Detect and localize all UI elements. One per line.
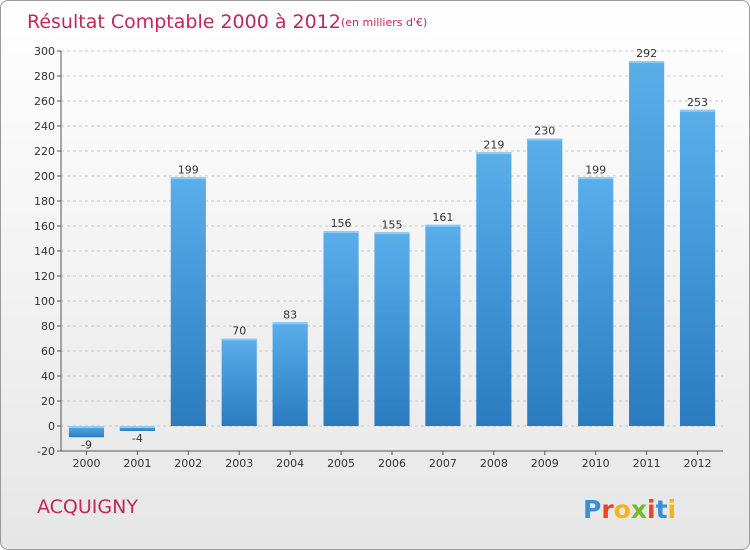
- bar-highlight: [68, 426, 105, 428]
- y-tick-label: -20: [37, 445, 55, 458]
- data-label-2003: 70: [232, 325, 246, 338]
- bars: -9 -4 199 70 83 156 155 161 219 230 199 292 253: [68, 47, 716, 451]
- y-tick-label: 40: [41, 370, 55, 383]
- x-tick-label: 2004: [276, 457, 304, 470]
- bar-highlight: [425, 224, 461, 227]
- bar-highlight: [578, 177, 614, 180]
- data-label-2010: 199: [585, 163, 606, 176]
- chart-subtitle: (en milliers d'€): [341, 16, 427, 29]
- x-tick-label: 2009: [531, 457, 559, 470]
- x-tick-label: 2012: [684, 457, 712, 470]
- bar-2009: [527, 138, 563, 426]
- y-tick-label: 140: [34, 245, 55, 258]
- data-label-2005: 156: [331, 217, 352, 230]
- bar-highlight: [679, 109, 716, 112]
- x-tick-label: 2001: [123, 457, 151, 470]
- data-label-2009: 230: [534, 125, 555, 138]
- bar-2000: [68, 426, 105, 438]
- logo-letter: i: [647, 495, 656, 524]
- bar-highlight: [272, 322, 308, 325]
- logo-letter: r: [601, 495, 614, 524]
- bar-highlight: [374, 232, 410, 235]
- y-tick-label: 200: [34, 170, 55, 183]
- y-tick-label: 100: [34, 295, 55, 308]
- x-tick-label: 2008: [480, 457, 508, 470]
- bar-2005: [323, 231, 359, 426]
- bar-highlight: [527, 138, 563, 141]
- logo-letter: i: [668, 495, 677, 524]
- x-tick-label: 2005: [327, 457, 355, 470]
- y-tick-label: 160: [34, 220, 55, 233]
- x-tick-label: 2007: [429, 457, 457, 470]
- data-label-2008: 219: [483, 138, 504, 151]
- y-tick-label: 300: [34, 45, 55, 58]
- y-tick-label: 220: [34, 145, 55, 158]
- axes: -20 0 20 40 60 80 100 120 140 160 180 200 220 240 260 2…: [34, 45, 723, 470]
- bar-highlight: [476, 152, 512, 155]
- logo-letter: P: [583, 495, 601, 524]
- bar-2011: [629, 61, 665, 426]
- chart-title: Résultat Comptable 2000 à 2012: [27, 11, 341, 33]
- data-label-2002: 199: [178, 163, 199, 176]
- bar-2001: [119, 426, 155, 431]
- logo-letter: x: [631, 495, 647, 524]
- y-tick-label: 60: [41, 345, 55, 358]
- x-tick-label: 2002: [174, 457, 202, 470]
- bar-highlight: [323, 231, 359, 233]
- bar-2010: [578, 177, 614, 426]
- data-label-2011: 292: [636, 47, 657, 60]
- data-label-2000: -9: [81, 438, 92, 451]
- y-tick-label: 0: [48, 420, 55, 433]
- bar-2007: [425, 224, 461, 426]
- x-tick-label: 2010: [582, 457, 610, 470]
- data-label-2012: 253: [687, 96, 708, 109]
- logo-letter: t: [656, 495, 668, 524]
- bar-highlight: [221, 338, 257, 341]
- bar-2004: [272, 322, 308, 426]
- bar-2003: [221, 338, 257, 426]
- proxiti-logo: Proxiti: [583, 495, 676, 524]
- y-tick-label: 120: [34, 270, 55, 283]
- y-tick-label: 240: [34, 120, 55, 133]
- data-label-2004: 83: [283, 308, 297, 321]
- place-name: ACQUIGNY: [37, 496, 138, 518]
- bar-highlight: [629, 61, 665, 63]
- data-label-2006: 155: [382, 218, 403, 231]
- y-tick-label: 260: [34, 95, 55, 108]
- logo-letter: o: [614, 495, 631, 524]
- bar-highlight: [170, 177, 206, 180]
- data-label-2001: -4: [132, 432, 143, 445]
- x-tick-label: 2006: [378, 457, 406, 470]
- x-tick-label: 2000: [72, 457, 100, 470]
- data-label-2007: 161: [432, 211, 453, 224]
- bar-highlight: [119, 426, 155, 428]
- y-tick-label: 80: [41, 320, 55, 333]
- y-tick-label: 20: [41, 395, 55, 408]
- bar-2002: [170, 177, 206, 426]
- bar-2012: [679, 109, 716, 426]
- x-tick-label: 2003: [225, 457, 253, 470]
- x-tick-label: 2011: [633, 457, 661, 470]
- bar-2006: [374, 232, 410, 426]
- y-tick-label: 180: [34, 195, 55, 208]
- bar-2008: [476, 152, 512, 426]
- y-tick-label: 280: [34, 70, 55, 83]
